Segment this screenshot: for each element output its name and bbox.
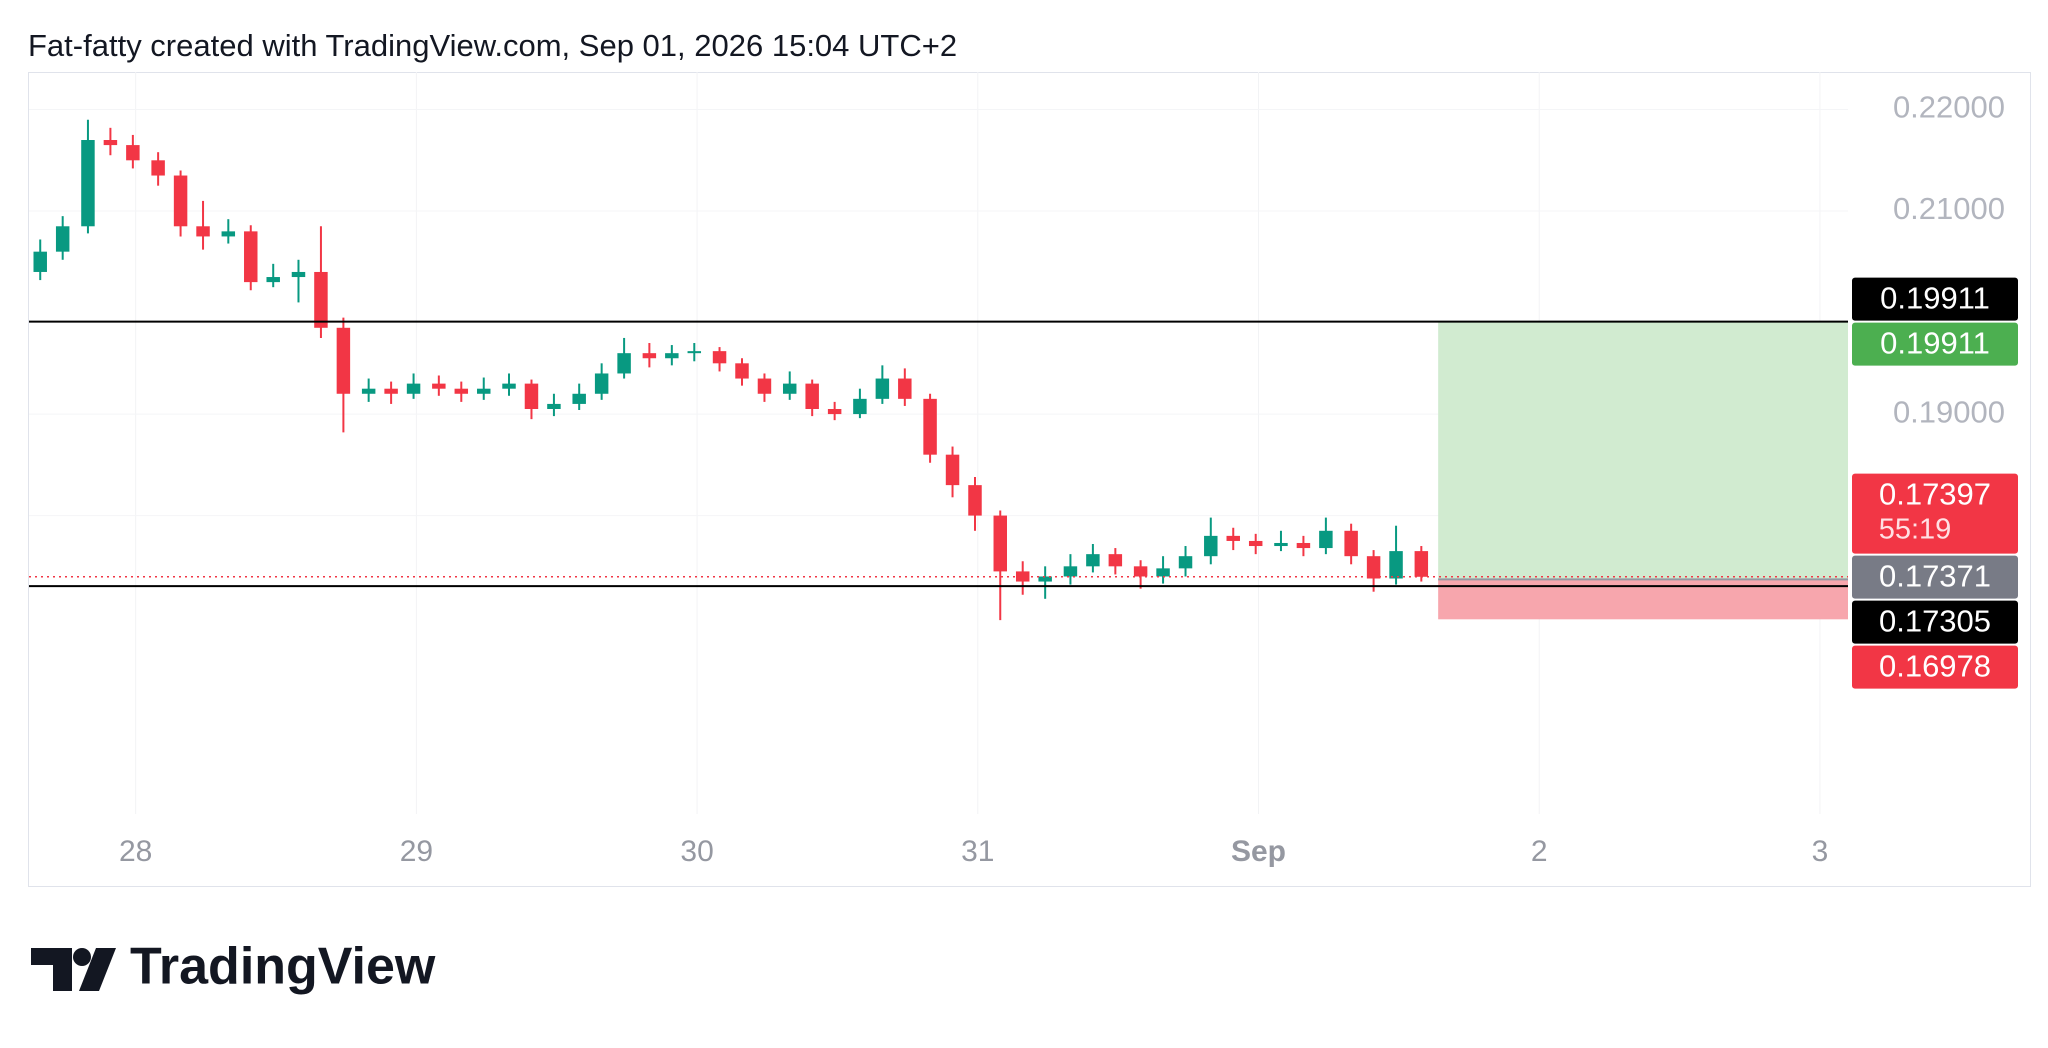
candle-body bbox=[126, 145, 140, 161]
candle-body bbox=[594, 373, 609, 394]
candle-body bbox=[923, 398, 937, 455]
chart-frame bbox=[28, 72, 2031, 887]
candle-body bbox=[361, 388, 376, 394]
candle-body bbox=[1296, 542, 1311, 549]
candle-body bbox=[782, 383, 797, 394]
candle-body bbox=[314, 271, 328, 328]
candle-body bbox=[617, 353, 631, 374]
candle-body bbox=[572, 393, 586, 404]
candle-body bbox=[244, 231, 258, 283]
candle-body bbox=[221, 231, 236, 237]
candle-body bbox=[151, 160, 165, 176]
candle-body bbox=[454, 388, 469, 394]
logo-dot bbox=[73, 948, 91, 966]
price-label-box bbox=[1852, 277, 2018, 321]
candle-body bbox=[477, 388, 491, 394]
candle-body bbox=[1344, 530, 1358, 557]
candle-body bbox=[898, 378, 912, 399]
candle-body bbox=[432, 383, 446, 389]
x-tick-label: 29 bbox=[400, 835, 433, 868]
x-tick-label: 30 bbox=[680, 835, 713, 868]
candle-body bbox=[384, 388, 398, 394]
logo-shape bbox=[31, 948, 72, 991]
price-label: 0.17305 bbox=[1879, 603, 1991, 638]
candle-body bbox=[945, 454, 960, 486]
candle-body bbox=[827, 408, 842, 415]
candle-body bbox=[1108, 554, 1123, 567]
x-tick-label: 3 bbox=[1812, 835, 1829, 868]
candle-body bbox=[1038, 576, 1052, 582]
price-label-box bbox=[1852, 473, 2018, 554]
y-tick-label: 0.19000 bbox=[1893, 394, 2005, 429]
y-tick-label: 0.22000 bbox=[1893, 90, 2005, 125]
candle-body bbox=[547, 403, 561, 409]
plot-area bbox=[29, 72, 1848, 814]
candle-body bbox=[757, 378, 772, 394]
candle-body bbox=[81, 140, 95, 227]
candle-body bbox=[1414, 551, 1429, 577]
chart-title: Fat-fatty created with TradingView.com, … bbox=[28, 28, 957, 63]
price-label: 0.19911 bbox=[1880, 280, 1990, 315]
candle-body bbox=[687, 351, 702, 354]
candle-body bbox=[1319, 530, 1333, 549]
y-tick-label: 0.21000 bbox=[1893, 191, 2005, 226]
candle-body bbox=[853, 398, 867, 415]
candle-body bbox=[336, 327, 351, 394]
candle-body bbox=[524, 383, 539, 409]
candle-body bbox=[1063, 566, 1078, 577]
candle-body bbox=[1086, 554, 1100, 567]
price-label: 0.17371 bbox=[1879, 558, 1991, 593]
candle-body bbox=[805, 383, 819, 409]
candle-body bbox=[55, 226, 70, 252]
price-label: 0.17397 bbox=[1879, 476, 1991, 511]
price-label-box bbox=[1852, 322, 2018, 366]
candle-body bbox=[968, 485, 982, 516]
candle-body bbox=[1204, 535, 1218, 557]
candle-body bbox=[33, 251, 47, 272]
candle-body bbox=[1133, 566, 1148, 577]
price-label-box bbox=[1852, 555, 2018, 599]
candle-body bbox=[1156, 568, 1170, 577]
brand-logo bbox=[31, 948, 116, 991]
x-tick-label: Sep bbox=[1231, 835, 1286, 868]
price-label: 0.16978 bbox=[1879, 648, 1991, 683]
candle-body bbox=[1366, 556, 1381, 579]
candle-body bbox=[1178, 556, 1193, 569]
candle-body bbox=[291, 271, 306, 278]
brand-name: TradingView bbox=[130, 938, 436, 996]
logo-slash bbox=[79, 948, 116, 991]
candle-body bbox=[173, 175, 188, 227]
candle-body bbox=[266, 277, 280, 283]
candle-body bbox=[502, 383, 516, 389]
candle-body bbox=[1274, 542, 1288, 547]
candle-body bbox=[642, 353, 657, 359]
profit-zone bbox=[1438, 321, 1848, 580]
candle-body bbox=[665, 353, 679, 359]
x-tick-label: 28 bbox=[119, 835, 152, 868]
price-label-box bbox=[1852, 645, 2018, 689]
candle-body bbox=[993, 515, 1007, 572]
price-countdown: 55:19 bbox=[1879, 513, 1952, 545]
candle-body bbox=[1248, 540, 1263, 547]
candle-body bbox=[406, 383, 421, 394]
price-label-box bbox=[1852, 600, 2018, 644]
candle-body bbox=[1226, 535, 1240, 541]
candle-body bbox=[1389, 551, 1403, 579]
candle-body bbox=[875, 378, 890, 399]
x-tick-label: 2 bbox=[1531, 835, 1548, 868]
candle-body bbox=[196, 226, 210, 237]
x-tick-label: 31 bbox=[961, 835, 994, 868]
candle-body bbox=[1015, 571, 1030, 582]
candle-body bbox=[735, 363, 749, 379]
price-label: 0.19911 bbox=[1880, 325, 1990, 360]
candle-body bbox=[712, 351, 727, 364]
candle-body bbox=[103, 140, 118, 146]
